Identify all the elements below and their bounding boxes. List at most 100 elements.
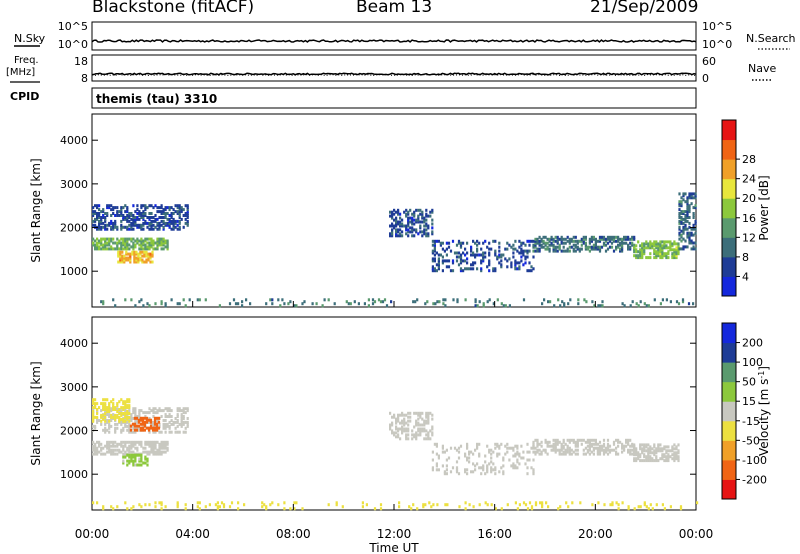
range-cell bbox=[562, 452, 565, 456]
range-cell bbox=[146, 221, 149, 225]
range-cell bbox=[132, 217, 135, 221]
range-cell bbox=[158, 448, 161, 452]
range-cell bbox=[594, 245, 597, 249]
range-cell bbox=[572, 440, 575, 444]
range-cell bbox=[659, 240, 662, 244]
range-cell bbox=[425, 419, 428, 423]
range-cell bbox=[228, 505, 232, 509]
range-cell bbox=[661, 244, 664, 248]
range-cell bbox=[425, 421, 428, 425]
range-cell bbox=[667, 246, 670, 250]
range-cell bbox=[649, 451, 652, 455]
range-cell bbox=[116, 448, 119, 452]
range-cell bbox=[92, 413, 95, 417]
range-cell bbox=[560, 446, 563, 450]
range-cell bbox=[468, 503, 471, 507]
colorbar-cell bbox=[722, 120, 736, 141]
range-cell bbox=[106, 413, 109, 417]
range-cell bbox=[478, 466, 481, 470]
range-cell bbox=[104, 243, 107, 247]
range-cell bbox=[148, 216, 151, 219]
range-cell bbox=[682, 194, 685, 198]
range-cell bbox=[431, 232, 434, 236]
range-cell bbox=[153, 428, 157, 432]
range-cell bbox=[597, 304, 600, 308]
range-cell bbox=[164, 245, 167, 249]
range-cell bbox=[102, 214, 105, 217]
range-cell bbox=[456, 298, 459, 302]
range-cell bbox=[678, 221, 681, 225]
range-cell bbox=[498, 444, 501, 448]
range-cell bbox=[482, 257, 485, 261]
range-cell bbox=[409, 208, 412, 212]
range-cell bbox=[124, 413, 127, 417]
range-cell bbox=[598, 245, 602, 249]
range-cell bbox=[130, 440, 133, 444]
range-cell bbox=[574, 440, 577, 444]
range-cell bbox=[122, 243, 125, 247]
range-cell bbox=[170, 214, 173, 217]
range-cell bbox=[132, 219, 135, 223]
range-cell bbox=[129, 252, 132, 256]
range-cell bbox=[114, 221, 117, 225]
range-cell bbox=[149, 420, 153, 424]
range-cell bbox=[152, 241, 155, 245]
range-cell bbox=[395, 216, 398, 220]
range-cell bbox=[431, 265, 434, 269]
range-cell bbox=[486, 468, 489, 472]
range-cell bbox=[176, 505, 179, 509]
range-cell bbox=[94, 212, 97, 215]
range-cell bbox=[108, 422, 111, 426]
range-cell bbox=[158, 422, 161, 426]
range-cell bbox=[641, 256, 644, 260]
range-cell bbox=[160, 239, 163, 243]
range-cell bbox=[582, 438, 585, 442]
range-cell bbox=[228, 302, 232, 306]
range-cell bbox=[120, 225, 123, 229]
range-cell bbox=[472, 505, 475, 509]
colorbar-cell bbox=[722, 479, 736, 500]
range-cell bbox=[659, 449, 662, 453]
range-cell bbox=[682, 247, 685, 251]
range-cell bbox=[494, 446, 497, 450]
range-cell bbox=[417, 429, 420, 433]
range-cell bbox=[349, 302, 352, 306]
range-cell bbox=[669, 244, 672, 248]
range-cell bbox=[156, 450, 159, 454]
range-cell bbox=[122, 214, 125, 217]
range-cell bbox=[158, 210, 161, 214]
range-cell bbox=[158, 501, 161, 505]
range-cell bbox=[694, 247, 697, 251]
range-cell bbox=[147, 252, 150, 256]
range-cell bbox=[560, 235, 563, 239]
range-cell bbox=[106, 243, 109, 247]
range-cell bbox=[486, 444, 489, 448]
range-cell bbox=[508, 257, 511, 261]
range-cell bbox=[447, 265, 451, 269]
range-cell bbox=[178, 422, 181, 426]
range-cell bbox=[148, 221, 151, 225]
range-cell bbox=[608, 450, 612, 454]
range-cell bbox=[128, 426, 131, 430]
range-cell bbox=[552, 243, 555, 247]
range-cell bbox=[690, 247, 693, 251]
range-cell bbox=[600, 237, 604, 241]
range-cell bbox=[186, 206, 189, 210]
range-cell bbox=[136, 448, 139, 452]
range-cell bbox=[682, 221, 685, 225]
range-cell bbox=[435, 464, 438, 468]
range-cell bbox=[130, 217, 133, 221]
range-cell bbox=[116, 214, 119, 217]
range-cell bbox=[425, 222, 428, 226]
range-cell bbox=[621, 249, 624, 253]
range-cell bbox=[615, 446, 618, 450]
range-cell bbox=[532, 446, 535, 450]
range-cell bbox=[560, 452, 563, 456]
range-cell bbox=[498, 249, 501, 253]
range-cell bbox=[649, 256, 652, 260]
range-cell bbox=[154, 450, 157, 454]
range-cell bbox=[303, 300, 306, 304]
range-cell bbox=[437, 265, 440, 269]
range-cell bbox=[186, 409, 189, 413]
